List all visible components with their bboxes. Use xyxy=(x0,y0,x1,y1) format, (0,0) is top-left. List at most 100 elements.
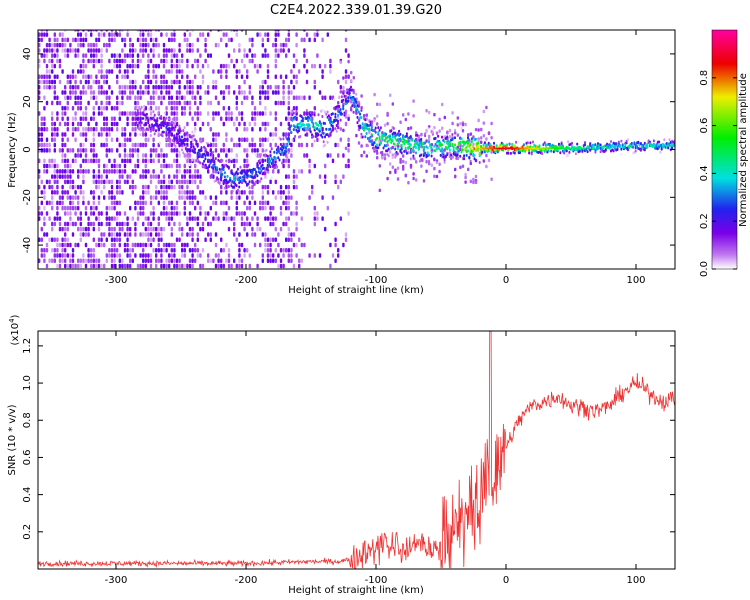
spectrogram-cell xyxy=(264,232,267,237)
spectrogram-cell xyxy=(165,184,168,190)
spectrogram-cell xyxy=(321,95,324,100)
spectrogram-cell xyxy=(152,169,155,174)
spectrogram-cell xyxy=(173,158,176,164)
spectrogram-cell xyxy=(217,253,220,258)
spectrogram-cell xyxy=(56,163,59,169)
spectrogram-cell xyxy=(246,232,249,237)
spectrogram-cell xyxy=(142,263,145,269)
spectrogram-cell xyxy=(64,132,67,137)
spectrogram-cell xyxy=(313,32,316,37)
spectrogram-cell xyxy=(186,30,189,32)
spectrogram-cell xyxy=(342,85,345,90)
spectrogram-cell xyxy=(175,100,179,106)
spectrogram-cell xyxy=(455,156,458,160)
spectrogram-cell xyxy=(494,147,496,150)
spectrogram-cell xyxy=(149,174,153,179)
spectrogram-cell xyxy=(84,74,88,79)
spectrogram-cell xyxy=(177,141,180,145)
spectrogram-cell xyxy=(103,42,106,48)
spectrogram-cell xyxy=(469,147,472,151)
spectrogram-cell xyxy=(412,176,415,181)
spectrogram-cell xyxy=(40,116,43,121)
spectrogram-cell xyxy=(292,95,296,100)
spectrogram-cell xyxy=(71,184,75,190)
spectrogram-cell xyxy=(61,106,64,111)
spectrogram-cell xyxy=(186,263,189,269)
spectrogram-cell xyxy=(246,127,249,132)
spectrogram-cell xyxy=(173,205,176,211)
spectrogram-cell xyxy=(209,127,212,132)
spectrogram-cell xyxy=(175,136,178,139)
spectrogram-cell xyxy=(243,211,246,216)
spectrogram-cell xyxy=(139,95,142,100)
spectrogram-cell xyxy=(295,226,298,232)
spectrogram-cell xyxy=(100,106,103,111)
spectrogram-cell xyxy=(40,30,43,32)
spectrogram-cell xyxy=(451,111,454,115)
spectrogram-cell xyxy=(663,138,666,142)
spectrogram-cell xyxy=(149,242,153,248)
spectrogram-cell xyxy=(194,129,196,133)
spectrogram-cell xyxy=(123,148,127,153)
spectrogram-cell xyxy=(344,37,348,43)
spectrogram-cell xyxy=(387,139,390,143)
spectrogram-cell xyxy=(210,173,213,177)
spectrogram-cell xyxy=(330,130,333,133)
spectrogram-cell xyxy=(40,190,43,195)
spectrogram-cell xyxy=(434,136,437,140)
spectrogram-cell xyxy=(142,153,145,158)
spectrogram-cell xyxy=(170,200,173,206)
spectrogram-cell xyxy=(238,142,241,148)
spectrogram-cell xyxy=(147,42,150,48)
spectrogram-cell xyxy=(175,116,179,121)
spectrogram-cell xyxy=(144,158,147,164)
spectrogram-cell xyxy=(97,158,101,164)
spectrogram-cell xyxy=(443,115,446,120)
spectrogram-cell xyxy=(294,134,297,138)
spectrogram-cell xyxy=(260,153,263,156)
spectrogram-cell xyxy=(110,216,114,221)
spectrogram-cell xyxy=(74,205,77,211)
spectrogram-cell xyxy=(90,221,93,227)
spectrogram-cell xyxy=(282,132,285,137)
spectrogram-cell xyxy=(134,200,137,206)
spectrogram-cell xyxy=(599,143,602,147)
spectrogram-cell xyxy=(220,190,223,195)
spectrogram-cell xyxy=(396,147,399,151)
spectrogram-cell xyxy=(461,164,465,168)
spectrogram-cell xyxy=(131,79,134,85)
spectrogram-cell xyxy=(155,248,158,253)
spectrogram-cell xyxy=(339,137,342,141)
spectrogram-cell xyxy=(74,74,77,79)
spectrogram-cell xyxy=(100,242,103,248)
spectrogram-cell xyxy=(472,177,475,182)
spectrogram-cell xyxy=(82,132,85,137)
spectrogram-cell xyxy=(113,258,116,263)
spectrogram-cell xyxy=(360,153,363,158)
spectrogram-cell xyxy=(197,155,200,159)
spectrogram-cell xyxy=(126,85,129,90)
spectrogram-cell xyxy=(160,148,163,153)
spectrogram-cell xyxy=(313,139,316,143)
spectrogram-cell xyxy=(100,237,103,242)
spectrogram-cell xyxy=(274,111,277,116)
spectrogram-cell xyxy=(194,74,197,79)
spectrogram-cell xyxy=(248,121,251,127)
spectrogram-cell xyxy=(118,226,121,232)
spectrogram-cell xyxy=(199,127,202,132)
spectrogram-cell xyxy=(71,221,75,227)
spectrogram-cell xyxy=(222,216,225,221)
spectrogram-cell xyxy=(160,211,163,216)
spectrogram-cell xyxy=(290,148,293,153)
spectrogram-cell xyxy=(287,85,290,90)
spectrogram-cell xyxy=(233,121,236,127)
spectrogram-cell xyxy=(246,195,249,200)
spectrogram-cell xyxy=(529,141,532,145)
spectrogram-cell xyxy=(45,242,49,248)
spectrogram-cell xyxy=(409,157,412,161)
spectrogram-cell xyxy=(147,85,150,90)
spectrogram-cell xyxy=(136,90,140,95)
spectrogram-cell xyxy=(136,142,140,148)
spectrogram-cell xyxy=(352,76,355,80)
spectrogram-cell xyxy=(142,232,145,237)
